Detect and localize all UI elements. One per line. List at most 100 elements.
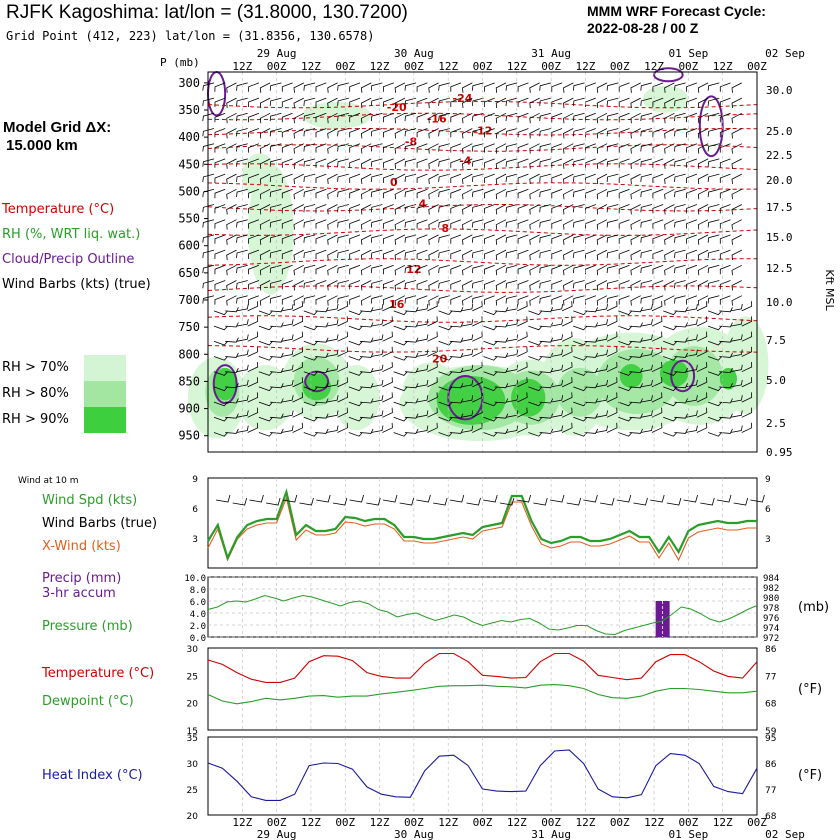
- wind-barb: [730, 319, 743, 327]
- wind-barb: [449, 383, 464, 389]
- wind-barb: [416, 379, 429, 388]
- wind-barb: [428, 112, 439, 124]
- wind-barb: [460, 379, 474, 388]
- wind-barb: [630, 128, 641, 139]
- wind-barb: [685, 349, 698, 357]
- wind-barb: [539, 97, 552, 106]
- wind-barb: [618, 264, 630, 275]
- wind-barb: [460, 319, 474, 327]
- wind-barb: [550, 395, 564, 403]
- wind-barb: [517, 112, 529, 123]
- wind-barb: [269, 188, 282, 198]
- legend-rh70: RH > 70%: [2, 360, 69, 375]
- wind-barb: [349, 249, 361, 259]
- wind-barb: [303, 234, 316, 243]
- isotherm-0: [207, 100, 758, 109]
- sfc-wind-barb: [399, 497, 415, 506]
- wind-barb: [337, 392, 348, 403]
- wind-barb: [585, 249, 596, 259]
- wind-barb: [327, 234, 338, 245]
- wind-barb: [394, 143, 406, 154]
- wind-barb: [573, 310, 588, 316]
- wind-barb: [730, 395, 743, 403]
- temp-tick-label: 20: [187, 700, 199, 710]
- wind-barb: [270, 322, 284, 328]
- wind-barb: [697, 173, 709, 185]
- wind-barb: [529, 204, 540, 215]
- wind-barb: [348, 371, 363, 376]
- legend-precip: Precip (mm): [42, 571, 122, 586]
- wind-barb: [327, 158, 338, 169]
- wind-barb: [337, 188, 349, 198]
- wind-barb: [327, 112, 338, 124]
- wind-barb: [269, 219, 282, 228]
- wind-barb: [337, 280, 349, 289]
- wind-barb: [393, 401, 408, 407]
- wind-barb: [494, 307, 509, 313]
- wind-barb: [258, 340, 273, 346]
- wind-barb: [327, 264, 338, 276]
- wind-barb: [505, 425, 519, 433]
- wind-barb: [315, 143, 327, 153]
- sfc-wind-barb: [215, 494, 231, 503]
- wind-barb: [270, 383, 284, 389]
- wind-barb: [707, 386, 722, 392]
- wind-barb: [371, 319, 384, 327]
- wind-barb: [484, 82, 495, 92]
- wind-barb: [674, 158, 686, 167]
- wind-barb: [427, 392, 438, 403]
- wind-barb: [685, 425, 698, 433]
- wind-barb: [719, 173, 731, 183]
- wind-barb: [584, 322, 599, 328]
- wind-barb: [528, 371, 543, 376]
- wind-barb: [416, 97, 428, 107]
- wind-barb: [360, 234, 372, 245]
- wind-barb: [259, 82, 271, 93]
- wind-barb: [226, 264, 237, 276]
- wind-barb: [505, 334, 519, 342]
- wind-barb: [359, 367, 374, 374]
- wind-barb: [360, 128, 372, 139]
- wind-barb: [427, 361, 438, 373]
- wind-barb: [539, 173, 552, 182]
- isotherm-5: [207, 182, 758, 190]
- wind-barb: [383, 219, 394, 229]
- wind-barb: [259, 173, 271, 185]
- wind-barb: [248, 173, 260, 183]
- wind-barb: [719, 413, 733, 419]
- top-date-label: 31 Aug: [531, 47, 571, 60]
- wind-barb: [664, 82, 675, 93]
- wind-barb: [248, 280, 260, 290]
- wind-barb: [416, 158, 428, 168]
- wind-barb: [247, 346, 259, 357]
- wind-barb: [652, 219, 664, 229]
- wind-barb: [651, 422, 663, 433]
- wind-barb: [563, 158, 574, 169]
- wind-barb: [315, 413, 329, 419]
- wind-barb: [214, 295, 226, 305]
- wind-barb: [449, 398, 464, 404]
- wind-barb: [326, 379, 339, 388]
- wind-barb: [697, 234, 709, 245]
- kft-tick-label: 17.5: [766, 201, 793, 214]
- wind-barb: [348, 340, 363, 346]
- wind-barb: [551, 234, 563, 244]
- wind-barb: [505, 204, 518, 213]
- wind-barb: [505, 364, 519, 373]
- wind-barb: [202, 219, 215, 228]
- wind-barb: [707, 112, 720, 122]
- kft-tick-label: 15.0: [766, 231, 793, 244]
- wind-barb: [393, 432, 408, 437]
- wind-barb: [664, 295, 675, 306]
- sfc-wind-barb: [366, 497, 381, 506]
- wind-barb: [573, 97, 585, 106]
- wind-barb: [214, 97, 226, 108]
- wind-barb: [664, 219, 675, 230]
- wind-barb: [517, 158, 529, 168]
- wind-barb: [393, 310, 408, 316]
- wind-barb: [393, 356, 408, 361]
- wind-barb: [551, 143, 563, 153]
- wind-barb: [596, 219, 608, 230]
- wind-barb: [606, 392, 618, 403]
- wind-barb: [596, 128, 608, 139]
